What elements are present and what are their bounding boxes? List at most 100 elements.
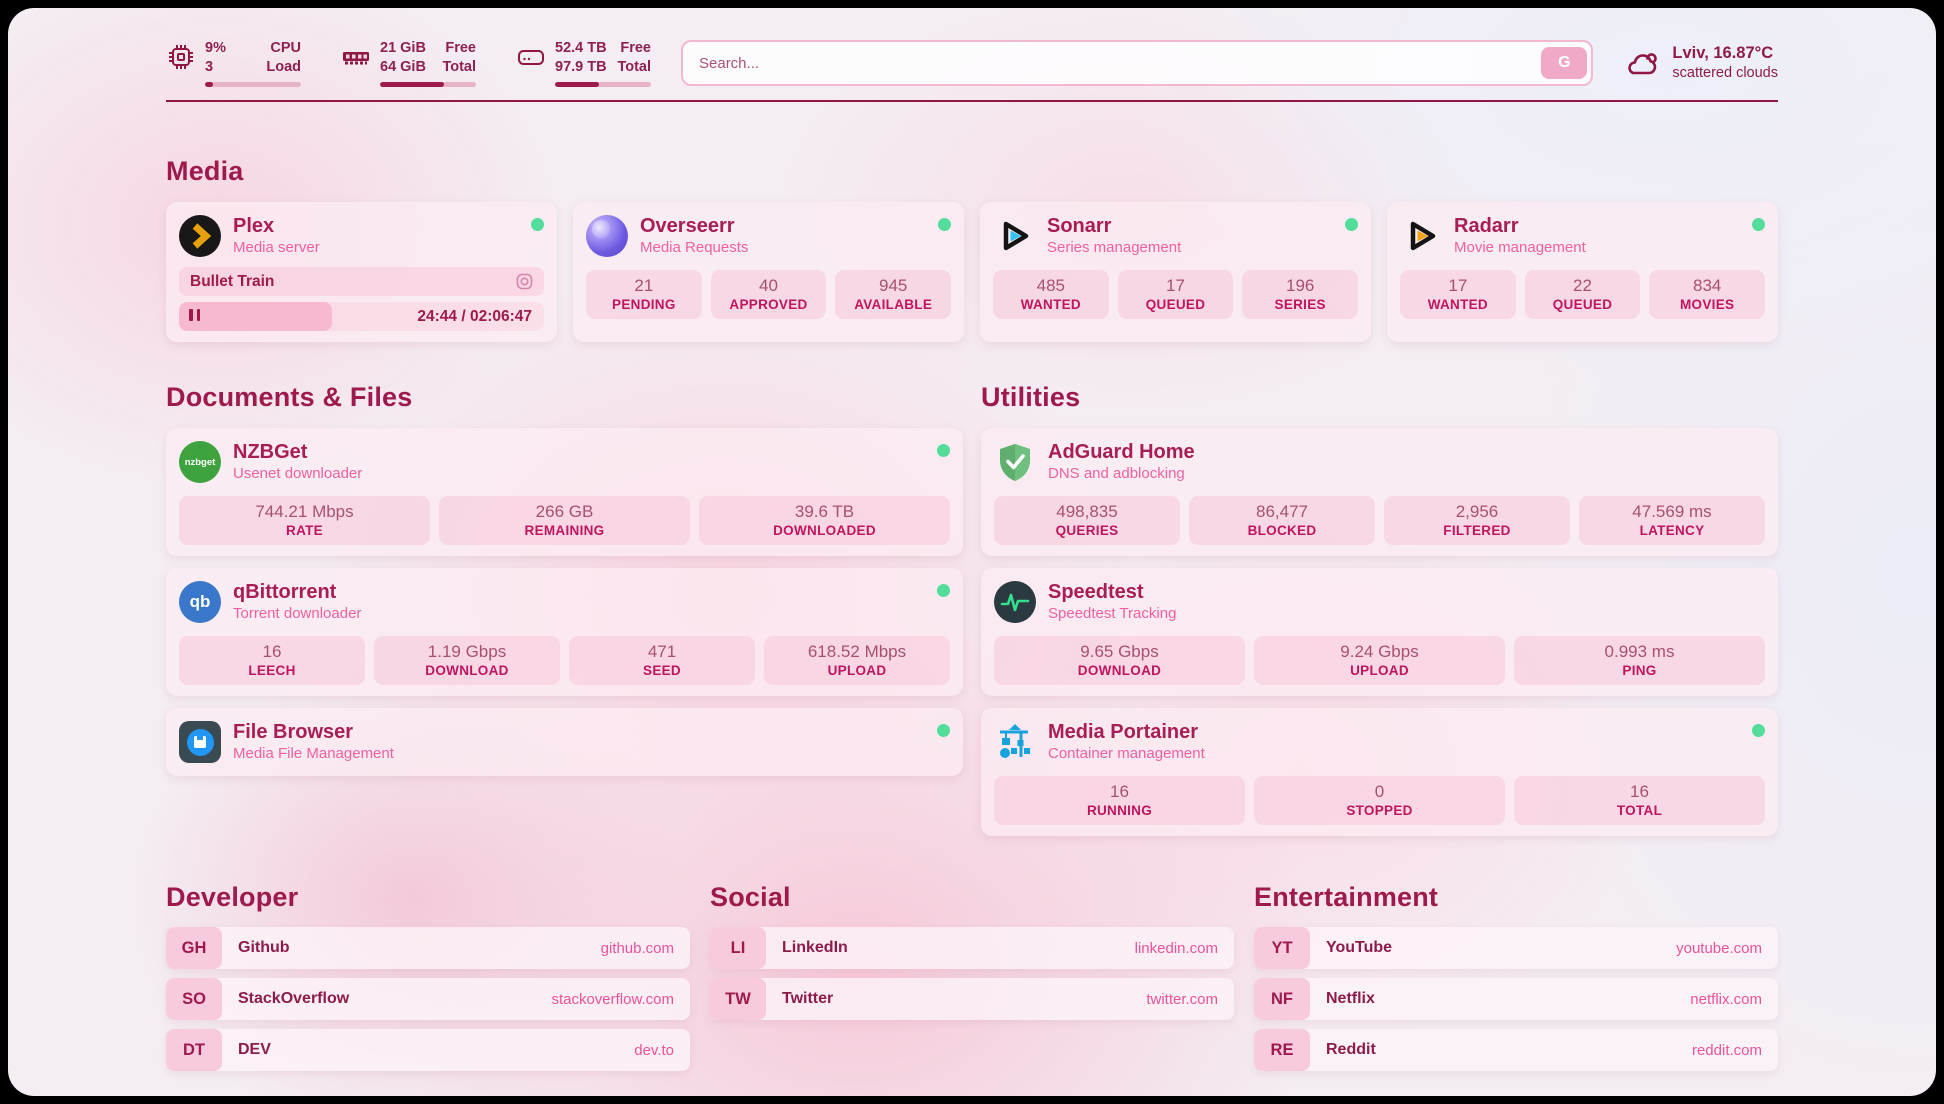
- status-online-dot: [937, 584, 950, 597]
- app-name: Overseerr: [640, 215, 735, 238]
- nzbget-icon: nzbget: [179, 441, 221, 483]
- stat-tile: 17 WANTED: [1400, 270, 1516, 319]
- app-name: qBittorrent: [233, 581, 337, 604]
- app-name: Speedtest: [1048, 581, 1144, 604]
- search-provider-button[interactable]: G: [1541, 47, 1588, 79]
- cpu-load-label: Load: [266, 59, 301, 75]
- github-badge: GH: [166, 927, 222, 969]
- playback-time: 24:44 / 02:06:47: [417, 307, 532, 325]
- cpu-percent: 9%: [205, 40, 226, 57]
- cpu-icon: [166, 42, 196, 72]
- link-netflix[interactable]: NF Netflix netflix.com: [1254, 978, 1778, 1020]
- adguard-icon: [994, 441, 1036, 483]
- app-name: File Browser: [233, 721, 354, 744]
- app-description: Series management: [1047, 239, 1182, 257]
- disk-total-label: Total: [617, 59, 651, 75]
- app-description: Media Requests: [640, 239, 749, 257]
- ram-icon: [341, 42, 371, 72]
- app-card-nzbget[interactable]: nzbget NZBGet Usenet downloader 744.21 M…: [166, 428, 963, 556]
- speedtest-icon: [994, 581, 1036, 623]
- link-twitter[interactable]: TW Twitter twitter.com: [710, 978, 1234, 1020]
- disk-free-label: Free: [620, 40, 651, 57]
- app-card-sonarr[interactable]: Sonarr Series management 485 WANTED 17 QUE…: [980, 202, 1371, 342]
- twitter-badge: TW: [710, 978, 766, 1020]
- stat-tile: 0.993 ms PING: [1514, 636, 1765, 685]
- stat-tile: 1.19 Gbps DOWNLOAD: [374, 636, 560, 685]
- search-bar: G: [681, 40, 1594, 86]
- cpu-stat: 9% CPU 3 Load: [166, 39, 301, 87]
- app-card-portainer[interactable]: Media Portainer Container management 16 R…: [981, 708, 1778, 836]
- stat-tile: 945 AVAILABLE: [835, 270, 952, 319]
- section-entertainment: Entertainment YT YouTube youtube.com NF …: [1254, 882, 1778, 1071]
- playback-progress-bar[interactable]: 24:44 / 02:06:47: [179, 302, 544, 331]
- stat-tile: 17 QUEUED: [1117, 270, 1234, 319]
- status-online-dot: [938, 218, 951, 231]
- link-github[interactable]: GH Github github.com: [166, 927, 690, 969]
- header-divider: [166, 100, 1778, 102]
- memory-total-label: Total: [442, 59, 476, 75]
- stat-tile: 16 TOTAL: [1514, 776, 1765, 825]
- app-card-filebrowser[interactable]: File Browser Media File Management: [166, 708, 963, 776]
- section-documents-files: Documents & Files nzbget NZBGet Usenet d…: [166, 382, 963, 836]
- stat-tile: 22 QUEUED: [1524, 270, 1641, 319]
- status-online-dot: [1752, 218, 1765, 231]
- status-online-dot: [937, 724, 950, 737]
- section-social: Social LI LinkedIn linkedin.com TW Twitt…: [710, 882, 1234, 1071]
- dev-badge: DT: [166, 1029, 222, 1071]
- section-title-developer: Developer: [166, 882, 299, 912]
- plex-icon: [179, 215, 221, 257]
- memory-total-value: 64 GiB: [380, 59, 426, 75]
- stat-tile: 16 RUNNING: [994, 776, 1245, 825]
- app-description: Movie management: [1454, 239, 1586, 257]
- stat-tile: 9.65 Gbps DOWNLOAD: [994, 636, 1245, 685]
- app-name: Plex: [233, 215, 275, 238]
- app-card-overseerr[interactable]: Overseerr Media Requests 21 PENDING 40 APP…: [573, 202, 964, 342]
- stat-tile: 498,835 QUERIES: [994, 496, 1180, 545]
- link-youtube[interactable]: YT YouTube youtube.com: [1254, 927, 1778, 969]
- app-card-radarr[interactable]: Radarr Movie management 17 WANTED 22 QUEUE…: [1387, 202, 1778, 342]
- stat-tile: 618.52 Mbps UPLOAD: [764, 636, 950, 685]
- link-stackoverflow[interactable]: SO StackOverflow stackoverflow.com: [166, 978, 690, 1020]
- section-title-media: Media: [166, 156, 244, 186]
- memory-free-value: 21 GiB: [380, 40, 426, 57]
- youtube-badge: YT: [1254, 927, 1310, 969]
- stat-tile: 834 MOVIES: [1649, 270, 1766, 319]
- section-developer: Developer GH Github github.com SO StackO…: [166, 882, 690, 1071]
- memory-progress-bar: [380, 81, 476, 87]
- app-card-plex[interactable]: Plex Media server Bullet Train: [166, 202, 557, 342]
- pause-icon[interactable]: [189, 308, 201, 326]
- app-description: Media File Management: [233, 745, 394, 763]
- section-utilities: Utilities: [981, 382, 1778, 836]
- stat-tile: 266 GB REMAINING: [439, 496, 690, 545]
- linkedin-badge: LI: [710, 927, 766, 969]
- app-card-speedtest[interactable]: Speedtest Speedtest Tracking 9.65 Gbps DO…: [981, 568, 1778, 696]
- status-online-dot: [531, 218, 544, 231]
- app-name: AdGuard Home: [1048, 441, 1195, 464]
- cpu-progress-bar: [205, 81, 301, 87]
- reddit-badge: RE: [1254, 1029, 1310, 1071]
- netflix-badge: NF: [1254, 978, 1310, 1020]
- search-input[interactable]: [683, 54, 1542, 72]
- now-playing-title: Bullet Train: [179, 267, 544, 296]
- app-card-qbittorrent[interactable]: qb qBittorrent Torrent downloader 16 LEEC…: [166, 568, 963, 696]
- app-card-adguard[interactable]: AdGuard Home DNS and adblocking 498,835 Q…: [981, 428, 1778, 556]
- status-online-dot: [1752, 724, 1765, 737]
- stat-tile: 471 SEED: [569, 636, 755, 685]
- weather-widget[interactable]: Lviv, 16.87°C scattered clouds: [1623, 42, 1778, 84]
- cpu-label: CPU: [270, 40, 301, 57]
- link-reddit[interactable]: RE Reddit reddit.com: [1254, 1029, 1778, 1071]
- cast-icon[interactable]: [516, 273, 533, 290]
- weather-condition: scattered clouds: [1672, 65, 1778, 82]
- section-title-documents: Documents & Files: [166, 382, 413, 412]
- app-description: Speedtest Tracking: [1048, 605, 1177, 623]
- app-name: Sonarr: [1047, 215, 1112, 238]
- link-linkedin[interactable]: LI LinkedIn linkedin.com: [710, 927, 1234, 969]
- section-media: Media Plex Media server: [166, 156, 1778, 342]
- app-description: Media server: [233, 239, 320, 257]
- disk-total-value: 97.9 TB: [555, 59, 607, 75]
- dashboard-page: 9% CPU 3 Load 21 GiB Free: [8, 8, 1936, 1096]
- stat-tile: 0 STOPPED: [1254, 776, 1505, 825]
- link-dev[interactable]: DT DEV dev.to: [166, 1029, 690, 1071]
- app-description: Container management: [1048, 745, 1205, 763]
- memory-stat: 21 GiB Free 64 GiB Total: [341, 39, 476, 87]
